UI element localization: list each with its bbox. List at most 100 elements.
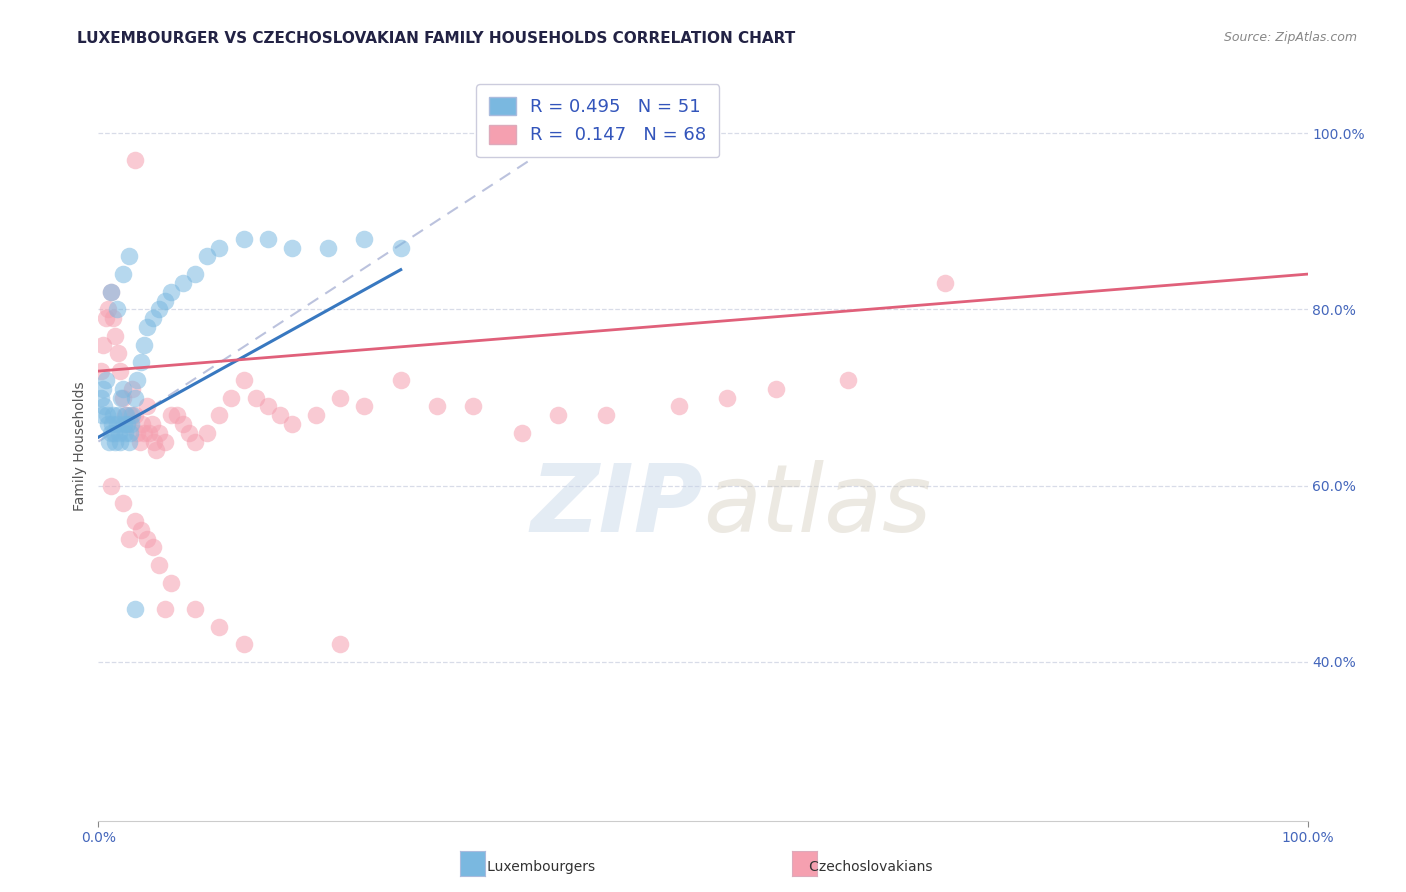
Point — [232, 373, 254, 387]
Point — [145, 443, 167, 458]
Point — [124, 153, 146, 167]
Point — [353, 400, 375, 414]
Point — [101, 408, 124, 422]
Point — [121, 382, 143, 396]
Point — [93, 400, 115, 414]
Point — [118, 425, 141, 440]
Point — [131, 417, 153, 431]
Text: atlas: atlas — [703, 460, 931, 551]
Point — [329, 637, 352, 651]
Point — [128, 434, 150, 449]
Text: Source: ZipAtlas.com: Source: ZipAtlas.com — [1223, 31, 1357, 45]
Point — [153, 434, 176, 449]
Point — [129, 523, 152, 537]
Point — [134, 425, 156, 440]
Text: Luxembourgers: Luxembourgers — [474, 860, 595, 874]
Point — [160, 575, 183, 590]
Point — [97, 302, 120, 317]
Point — [117, 417, 139, 431]
Point — [389, 373, 412, 387]
Point — [208, 241, 231, 255]
Point — [195, 425, 218, 440]
Point — [110, 391, 132, 405]
Point — [142, 541, 165, 555]
Point — [134, 337, 156, 351]
Point — [108, 434, 131, 449]
Point — [117, 417, 139, 431]
Point — [184, 602, 207, 616]
Point — [114, 408, 136, 422]
Point — [837, 373, 859, 387]
Point — [463, 400, 485, 414]
Point — [96, 408, 118, 422]
Point — [208, 408, 231, 422]
Text: LUXEMBOURGER VS CZECHOSLOVAKIAN FAMILY HOUSEHOLDS CORRELATION CHART: LUXEMBOURGER VS CZECHOSLOVAKIAN FAMILY H… — [77, 31, 796, 46]
Text: ZIP: ZIP — [530, 460, 703, 552]
Point — [105, 417, 128, 431]
Point — [547, 408, 569, 422]
Point — [160, 408, 183, 422]
Point — [91, 337, 114, 351]
Point — [124, 602, 146, 616]
Point — [97, 417, 120, 431]
Point — [100, 417, 122, 431]
Point — [668, 400, 690, 414]
Point — [256, 400, 278, 414]
Point — [90, 391, 112, 405]
Point — [305, 408, 328, 422]
Point — [124, 408, 146, 422]
Point — [148, 302, 170, 317]
Y-axis label: Family Households: Family Households — [73, 381, 87, 511]
Point — [90, 364, 112, 378]
Point — [108, 364, 131, 378]
Point — [281, 417, 304, 431]
Point — [91, 382, 114, 396]
Point — [94, 311, 117, 326]
Point — [195, 250, 218, 264]
Point — [316, 241, 339, 255]
Point — [124, 514, 146, 528]
Point — [135, 400, 157, 414]
Point — [389, 241, 412, 255]
Point — [166, 408, 188, 422]
Point — [107, 408, 129, 422]
Point — [118, 434, 141, 449]
Point — [129, 355, 152, 369]
Point — [111, 382, 134, 396]
Point — [111, 496, 134, 510]
Point — [114, 425, 136, 440]
Point — [91, 408, 114, 422]
Point — [135, 532, 157, 546]
Point — [100, 285, 122, 299]
Point — [115, 408, 138, 422]
Point — [148, 558, 170, 572]
Point — [124, 391, 146, 405]
Point — [118, 532, 141, 546]
Point — [179, 425, 201, 440]
Point — [172, 276, 194, 290]
Point — [141, 417, 163, 431]
Point — [153, 293, 176, 308]
Point — [94, 373, 117, 387]
Point — [426, 400, 449, 414]
Point — [127, 425, 149, 440]
Point — [142, 311, 165, 326]
Point — [208, 620, 231, 634]
Point — [103, 425, 125, 440]
Point — [245, 391, 267, 405]
Point — [108, 425, 131, 440]
Point — [716, 391, 738, 405]
Point — [127, 373, 149, 387]
Point — [184, 267, 207, 281]
Point — [104, 328, 127, 343]
Point — [329, 391, 352, 405]
Legend: R = 0.495   N = 51, R =  0.147   N = 68: R = 0.495 N = 51, R = 0.147 N = 68 — [477, 84, 720, 157]
Point — [269, 408, 291, 422]
Point — [232, 232, 254, 246]
Point — [138, 425, 160, 440]
Point — [118, 250, 141, 264]
Point — [107, 346, 129, 360]
Point — [120, 417, 142, 431]
Point — [160, 285, 183, 299]
Point — [100, 478, 122, 492]
